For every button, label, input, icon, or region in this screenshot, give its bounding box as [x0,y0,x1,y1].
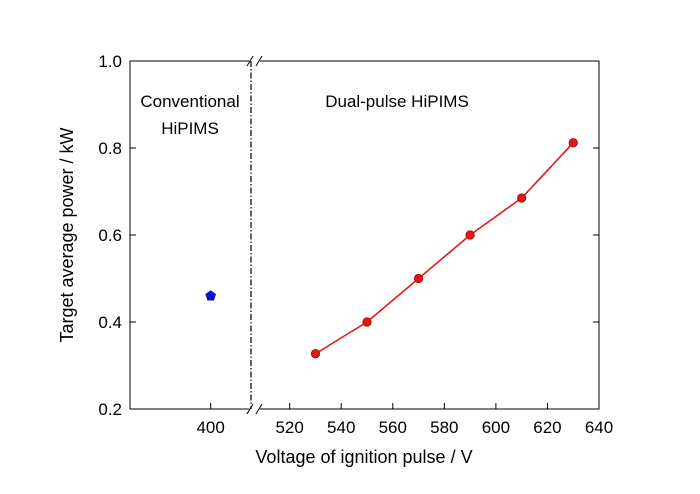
x-tick-label: 540 [327,418,355,437]
y-tick-label: 0.4 [98,313,122,332]
annotation-dual-pulse: Dual-pulse HiPIMS [325,92,469,111]
data-point-dual-pulse [413,273,424,284]
y-tick-label: 0.2 [98,400,122,419]
series-line-dual-pulse [315,142,574,355]
data-point-dual-pulse [568,138,578,148]
y-tick-label: 0.8 [98,139,122,158]
y-axis-label: Target average power / kW [57,127,77,342]
x-tick-label: 560 [379,418,407,437]
data-point-dual-pulse [362,317,372,327]
series-layer [205,138,578,359]
x-tick-label: 620 [533,418,561,437]
data-point-dual-pulse [517,193,527,203]
axis-break-bottom [246,403,263,415]
x-tick-label: 580 [430,418,458,437]
x-tick-label: 640 [585,418,613,437]
data-point-dual-pulse [465,230,475,240]
x-tick-label: 520 [275,418,303,437]
annotation-conventional-line2: HiPIMS [161,119,219,138]
axis-break-gap [249,53,260,417]
data-point-dual-pulse [310,349,321,359]
plot-area-frame [129,60,600,410]
x-tick-label: 600 [482,418,510,437]
y-tick-label: 0.6 [98,226,122,245]
x-tick-label: 400 [196,418,224,437]
annotation-conventional-line1: Conventional [140,92,239,111]
data-point-conventional [205,290,217,301]
axis-break-top [246,55,263,67]
y-axis-ticks: 0.2 0.4 0.6 0.8 1.0 [98,52,599,419]
x-axis-label: Voltage of ignition pulse / V [255,447,472,467]
y-tick-label: 1.0 [98,52,122,71]
x-axis-ticks: 400 520 540 560 580 600 620 640 [196,403,613,437]
